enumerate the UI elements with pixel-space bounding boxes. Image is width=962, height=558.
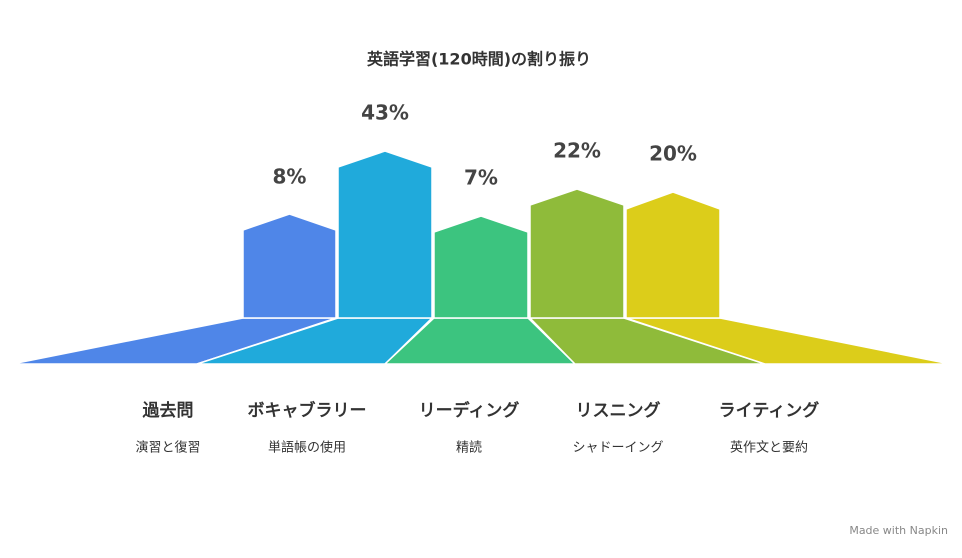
percent-label: 43% bbox=[361, 101, 409, 125]
column bbox=[337, 150, 433, 319]
item-title: リーディング bbox=[419, 400, 520, 421]
item-title: リスニング bbox=[576, 400, 661, 421]
percent-label: 7% bbox=[464, 166, 498, 190]
item-subtitle: 英作文と要約 bbox=[730, 441, 808, 456]
diagram-title: 英語学習(120時間)の割り振り bbox=[366, 50, 591, 69]
column bbox=[625, 191, 721, 319]
item-title: 過去問 bbox=[143, 400, 194, 421]
item-subtitle: 演習と復習 bbox=[135, 440, 200, 456]
item-subtitle: 精読 bbox=[456, 440, 482, 456]
column bbox=[529, 188, 625, 319]
item-title: ライティング bbox=[719, 400, 820, 421]
item-subtitle: 単語帳の使用 bbox=[268, 440, 346, 456]
percent-label: 22% bbox=[553, 139, 601, 163]
column bbox=[242, 213, 337, 319]
item-title: ボキャブラリー bbox=[248, 400, 367, 421]
shapes bbox=[11, 150, 951, 365]
item-subtitle: シャドーイング bbox=[572, 441, 663, 456]
footer-credit: Made with Napkin bbox=[849, 524, 948, 537]
percent-label: 8% bbox=[273, 165, 307, 189]
percent-label: 20% bbox=[649, 142, 697, 166]
column bbox=[433, 215, 529, 319]
